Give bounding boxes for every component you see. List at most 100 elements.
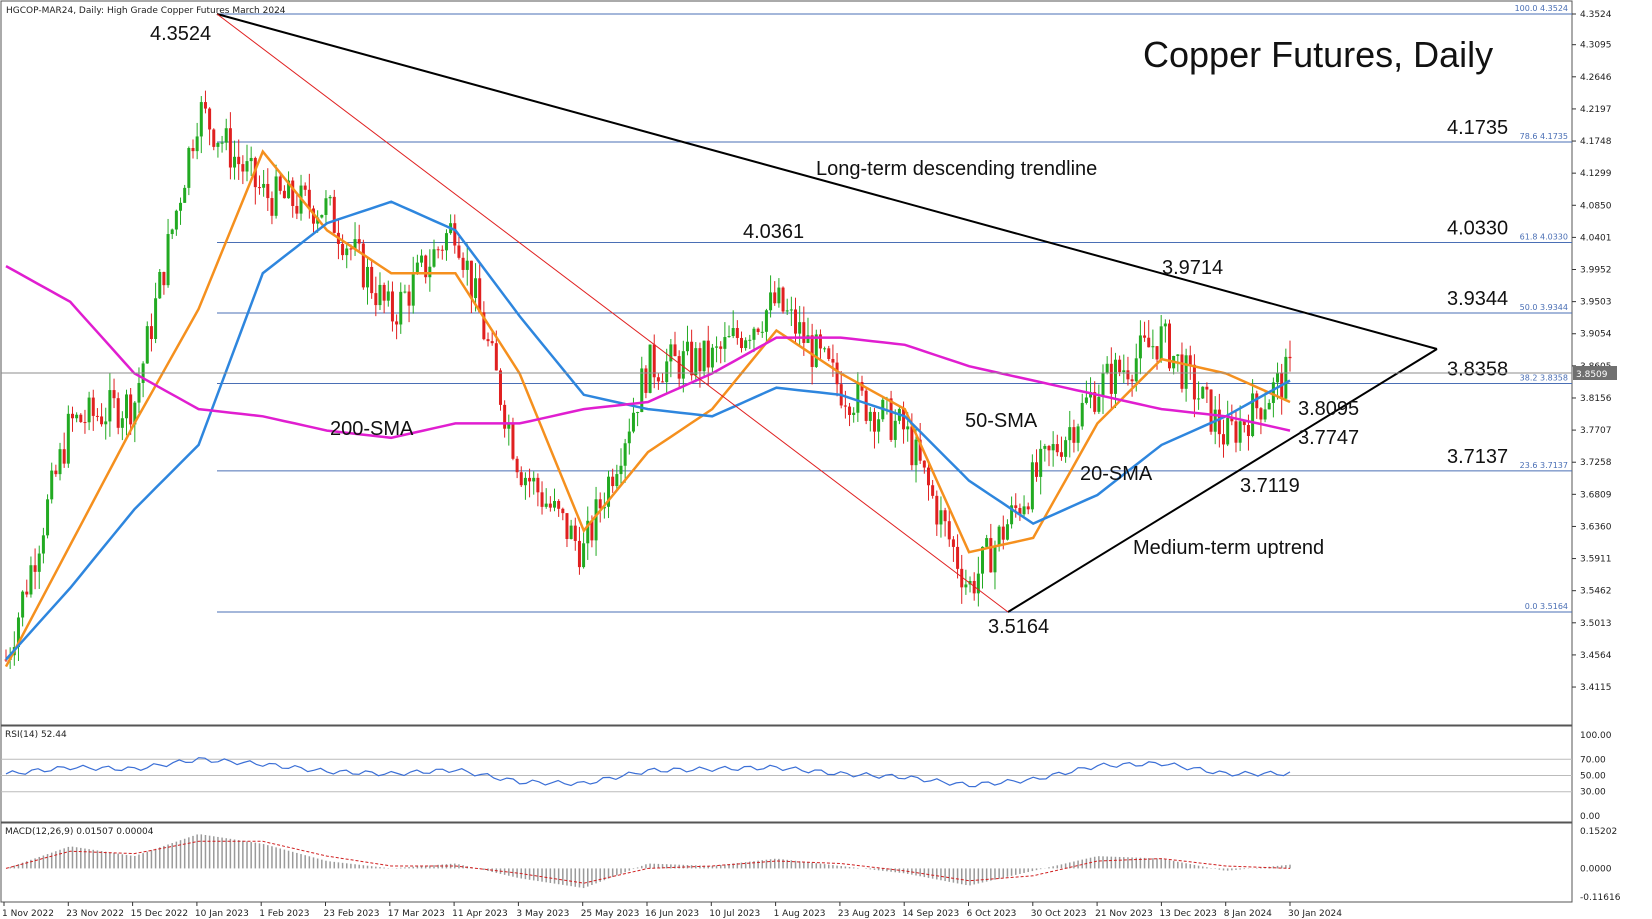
candle-body [619,465,623,475]
candle-body [972,580,976,594]
candle-body [690,341,694,376]
candle-body [349,248,353,250]
candle-body [640,368,644,413]
candle-body [341,243,345,256]
candle-body [270,198,274,216]
price-tick-label-14: 3.7258 [1580,458,1612,468]
candle-body [116,398,120,428]
candle-body [715,346,719,348]
candle-body [752,328,756,340]
candle-body [1001,526,1005,540]
candle-body [914,439,918,466]
time-tick-label-3: 10 Jan 2023 [195,909,249,919]
price-tick-label-15: 3.6809 [1580,490,1612,500]
candle-body [677,356,681,379]
candle-body [673,344,677,357]
candle-body [1147,337,1151,348]
candle-body [910,426,914,466]
candle-body [220,142,224,144]
candle-body [1010,505,1014,525]
candle-body [120,418,124,428]
fib-drawing-line [216,13,1009,613]
candle-body [444,233,448,251]
candle-body [274,176,278,216]
candle-body [353,239,357,250]
candle-body [41,535,45,554]
candle-body [1167,323,1171,369]
candle-body [1039,448,1043,477]
candle-body [951,539,955,547]
time-tick-label-12: 1 Aug 2023 [774,909,826,919]
candle-body [382,284,386,301]
candle-body [1105,363,1109,374]
candle-body [590,520,594,541]
price-tick-label-16: 3.6360 [1580,522,1612,532]
candle-body [361,243,365,288]
candle-body [1097,396,1101,412]
candle-body [760,331,764,333]
rsi-header: RSI(14) 52.44 [5,730,67,740]
candle-body [553,501,557,508]
candle-body [1238,421,1242,443]
candle-body [756,328,760,333]
candle-body [436,249,440,251]
time-tick-label-1: 23 Nov 2022 [66,909,124,919]
candle-body [798,322,802,334]
candle-body [328,196,332,199]
candle-body [519,472,523,486]
price-tick-label-3: 4.2197 [1580,105,1612,115]
candle-body [852,412,856,415]
candle-body [1030,462,1034,510]
candle-body [295,205,299,214]
candle-body [1138,335,1142,359]
candle-body [187,147,191,188]
candle-body [698,348,702,372]
candle-body [586,520,590,544]
candle-body [1192,364,1196,400]
candle-body [739,337,743,349]
price-tick-label-13: 3.7707 [1580,426,1612,436]
candle-body [777,287,781,304]
candle-body [976,573,980,594]
candle-body [233,156,237,168]
macd-header: MACD(12,26,9) 0.01507 0.00004 [5,827,154,837]
candle-body [370,266,374,294]
candle-body [785,310,789,312]
candle-body [1076,426,1080,443]
candle-body [195,136,199,152]
candle-body [1267,402,1271,410]
candle-body [1217,409,1221,435]
candle-body [278,176,282,191]
candle-body [100,416,104,425]
price-tick-label-2: 4.2646 [1580,73,1612,83]
price-tick-label-6: 4.0850 [1580,201,1612,211]
candle-body [1251,393,1255,437]
candle-body [939,510,943,525]
candle-body [154,298,158,339]
candle-body [1064,440,1068,457]
candle-body [1018,507,1022,515]
candle-body [378,284,382,306]
candle-body [137,382,141,403]
candle-body [303,185,307,190]
candle-body [993,545,997,573]
candle-body [1155,346,1159,360]
candle-body [582,543,586,568]
candle-body [661,381,665,383]
candle-body [66,413,70,464]
candle-body [906,426,910,430]
price-axis: 4.3524 4.3095 4.2646 4.2197 4.1748 4.1299 4.08… [1572,10,1612,693]
candle-body [569,525,573,539]
candle-body [4,659,8,661]
time-tick-label-20: 30 Jan 2024 [1288,909,1342,919]
candle-body [1134,358,1138,382]
candle-body [507,424,511,429]
candle-body [1093,392,1097,412]
candle-body [827,348,831,359]
uptrend-line [1007,348,1438,613]
candle-body [918,439,922,461]
candle-body [237,156,241,165]
candle-body [818,334,822,349]
candle-body [29,565,33,595]
fib-tag-6: 0.0 3.5164 [1525,602,1568,611]
